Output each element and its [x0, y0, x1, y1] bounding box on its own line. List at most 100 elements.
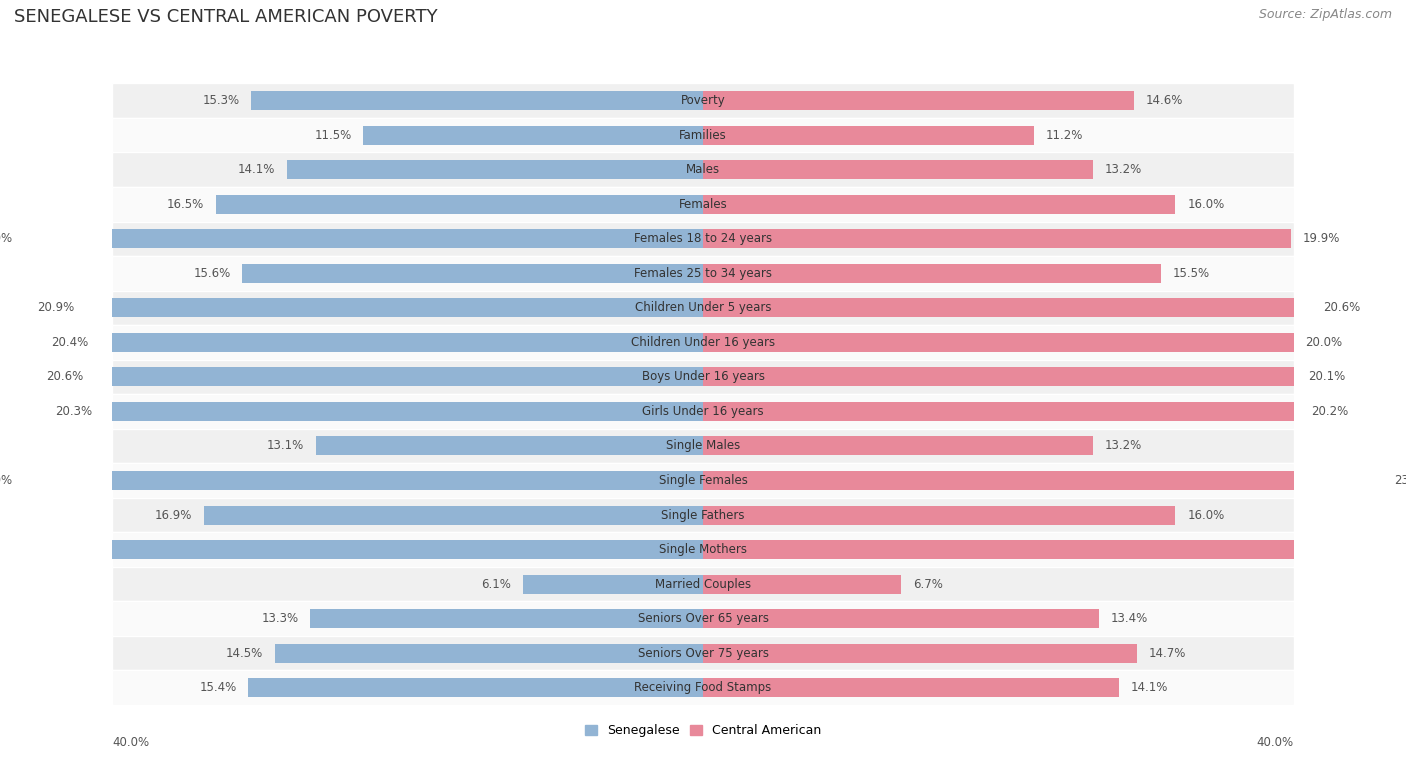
Text: 14.1%: 14.1%	[238, 163, 276, 176]
Bar	[311, 609, 703, 628]
Bar	[112, 256, 1294, 290]
Text: 19.9%: 19.9%	[1302, 232, 1340, 246]
Bar	[112, 221, 1294, 256]
Bar	[217, 195, 703, 214]
Bar	[703, 229, 1291, 249]
Bar	[703, 506, 1175, 525]
Bar	[112, 567, 1294, 601]
Text: Females: Females	[679, 198, 727, 211]
Text: 40.0%: 40.0%	[1257, 736, 1294, 749]
Bar	[104, 402, 703, 421]
Bar	[703, 264, 1161, 283]
Text: 20.9%: 20.9%	[37, 302, 75, 315]
Text: 13.1%: 13.1%	[267, 440, 304, 453]
Bar	[287, 160, 703, 179]
Text: 13.2%: 13.2%	[1105, 163, 1142, 176]
Bar	[703, 644, 1137, 662]
Bar	[112, 118, 1294, 152]
Text: 13.4%: 13.4%	[1111, 612, 1147, 625]
Text: 14.1%: 14.1%	[1130, 681, 1168, 694]
Bar	[703, 678, 1119, 697]
Text: Seniors Over 75 years: Seniors Over 75 years	[637, 647, 769, 659]
Text: SENEGALESE VS CENTRAL AMERICAN POVERTY: SENEGALESE VS CENTRAL AMERICAN POVERTY	[14, 8, 437, 26]
Text: 11.2%: 11.2%	[1046, 129, 1083, 142]
Bar	[523, 575, 703, 594]
Text: 23.0%: 23.0%	[1393, 474, 1406, 487]
Text: 20.3%: 20.3%	[55, 405, 91, 418]
Bar	[112, 290, 1294, 325]
Bar	[24, 229, 703, 249]
Text: 6.7%: 6.7%	[912, 578, 942, 590]
Text: Single Females: Single Females	[658, 474, 748, 487]
Legend: Senegalese, Central American: Senegalese, Central American	[579, 719, 827, 742]
Text: 14.5%: 14.5%	[226, 647, 263, 659]
Text: 20.1%: 20.1%	[1308, 371, 1346, 384]
Bar	[204, 506, 703, 525]
Text: Single Fathers: Single Fathers	[661, 509, 745, 522]
Text: Children Under 16 years: Children Under 16 years	[631, 336, 775, 349]
Text: Females 18 to 24 years: Females 18 to 24 years	[634, 232, 772, 246]
Bar	[112, 601, 1294, 636]
Bar	[0, 540, 703, 559]
Bar	[112, 187, 1294, 221]
Bar	[703, 437, 1092, 456]
Text: Single Mothers: Single Mothers	[659, 543, 747, 556]
Text: 16.0%: 16.0%	[1187, 509, 1225, 522]
Text: 14.7%: 14.7%	[1149, 647, 1187, 659]
Bar	[276, 644, 703, 662]
Text: Boys Under 16 years: Boys Under 16 years	[641, 371, 765, 384]
Bar	[24, 471, 703, 490]
Bar	[703, 540, 1406, 559]
Text: 11.5%: 11.5%	[315, 129, 352, 142]
Bar	[249, 678, 703, 697]
Bar	[112, 498, 1294, 532]
Text: 20.4%: 20.4%	[52, 336, 89, 349]
Bar	[703, 160, 1092, 179]
Text: Single Males: Single Males	[666, 440, 740, 453]
Bar	[112, 636, 1294, 670]
Bar	[703, 195, 1175, 214]
Bar	[703, 91, 1135, 110]
Bar	[316, 437, 703, 456]
Bar	[703, 402, 1299, 421]
Bar	[112, 670, 1294, 705]
Text: 40.0%: 40.0%	[112, 736, 149, 749]
Text: 23.0%: 23.0%	[0, 232, 13, 246]
Text: 20.2%: 20.2%	[1312, 405, 1348, 418]
Bar	[94, 368, 703, 387]
Text: 20.6%: 20.6%	[1323, 302, 1360, 315]
Text: 15.6%: 15.6%	[194, 267, 231, 280]
Text: 15.3%: 15.3%	[202, 94, 239, 107]
Bar	[112, 359, 1294, 394]
Bar	[703, 471, 1382, 490]
Bar	[703, 299, 1312, 318]
Text: Females 25 to 34 years: Females 25 to 34 years	[634, 267, 772, 280]
Bar	[112, 429, 1294, 463]
Text: 13.3%: 13.3%	[262, 612, 298, 625]
Bar	[703, 333, 1294, 352]
Text: 14.6%: 14.6%	[1146, 94, 1184, 107]
Text: Families: Families	[679, 129, 727, 142]
Text: Males: Males	[686, 163, 720, 176]
Bar	[112, 152, 1294, 187]
Bar	[112, 532, 1294, 567]
Bar	[86, 299, 703, 318]
Text: 16.5%: 16.5%	[167, 198, 204, 211]
Text: Receiving Food Stamps: Receiving Food Stamps	[634, 681, 772, 694]
Text: Poverty: Poverty	[681, 94, 725, 107]
Bar	[703, 575, 901, 594]
Bar	[703, 368, 1296, 387]
Text: 15.4%: 15.4%	[200, 681, 236, 694]
Bar	[703, 126, 1033, 145]
Bar	[252, 91, 703, 110]
Text: 16.0%: 16.0%	[1187, 198, 1225, 211]
Text: 23.0%: 23.0%	[0, 474, 13, 487]
Text: Married Couples: Married Couples	[655, 578, 751, 590]
Text: Girls Under 16 years: Girls Under 16 years	[643, 405, 763, 418]
Text: Children Under 5 years: Children Under 5 years	[634, 302, 772, 315]
Text: 20.6%: 20.6%	[46, 371, 83, 384]
Bar	[101, 333, 703, 352]
Bar	[112, 463, 1294, 498]
Text: Seniors Over 65 years: Seniors Over 65 years	[637, 612, 769, 625]
Text: 16.9%: 16.9%	[155, 509, 193, 522]
